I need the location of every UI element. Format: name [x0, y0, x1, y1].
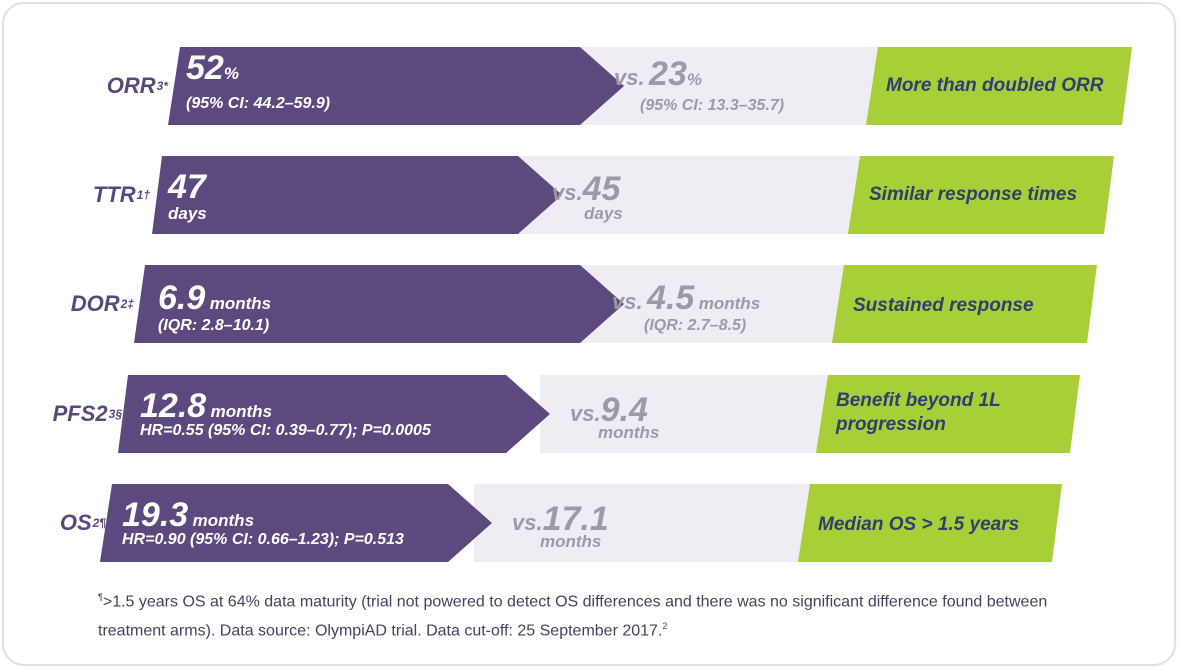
comparator-unit: months — [540, 532, 602, 551]
olaparib-band — [100, 484, 492, 562]
comparator-band — [576, 265, 846, 343]
olaparib-value: 19.3 months — [122, 496, 255, 534]
row-bands — [118, 375, 1080, 453]
comparator-value: vs. 4.5 months — [612, 279, 761, 317]
comparator-value: vs.17.1 — [512, 500, 609, 538]
row-label: DOR 2‡ — [70, 291, 134, 316]
row-pfs2: PFS2 3§ 12.8 months HR=0.55 (95% CI: 0.39… — [0, 375, 1180, 453]
olaparib-band — [152, 156, 562, 234]
olaparib-band — [118, 375, 550, 453]
benefit-band — [798, 484, 1062, 562]
olaparib-band — [134, 265, 624, 343]
olaparib-value: 47 — [168, 168, 206, 206]
olaparib-band — [168, 47, 624, 125]
benefit-text: Median OS > 1.5 years — [818, 514, 1020, 535]
comparator-band — [540, 375, 830, 453]
olaparib-ci: (IQR: 2.8–10.1) — [158, 317, 270, 334]
row-ttr: TTR 1† 47 days vs.45 days Similar respons… — [0, 156, 1180, 234]
comparator-unit: months — [598, 423, 660, 442]
comparator-value: vs.45 — [552, 170, 621, 208]
comparator-value: vs.9.4 — [570, 391, 648, 429]
row-orr: ORR 3* 52% (95% CI: 44.2–59.9) vs. 23% (9… — [0, 47, 1180, 125]
row-label: ORR 3* — [106, 73, 168, 98]
benefit-text: More than doubled ORR — [886, 75, 1104, 96]
row-label: TTR 1† — [92, 182, 150, 207]
benefit-band — [866, 47, 1132, 125]
olaparib-value: 12.8 months — [140, 387, 273, 425]
olaparib-value: 6.9 months — [158, 279, 272, 317]
benefit-text: Similar response times — [869, 184, 1078, 205]
footnote: ¶>1.5 years OS at 64% data maturity (tri… — [98, 592, 1048, 640]
row-bands — [152, 156, 1114, 234]
comparator-band — [574, 47, 878, 125]
row-bands — [134, 265, 1097, 343]
olaparib-ci: HR=0.55 (95% CI: 0.39–0.77); P=0.0005 — [140, 422, 431, 439]
comparator-band — [474, 484, 812, 562]
olaparib-unit: days — [168, 204, 207, 223]
row-bands — [168, 47, 1132, 125]
olaparib-ci: HR=0.90 (95% CI: 0.66–1.23); P=0.513 — [122, 531, 404, 548]
olaparib-ci: (95% CI: 44.2–59.9) — [186, 95, 331, 112]
benefit-band — [816, 375, 1080, 453]
benefit-text: Sustained response — [853, 295, 1034, 316]
comparator-unit: days — [584, 204, 623, 223]
comparator-ci: (95% CI: 13.3–35.7) — [640, 97, 785, 114]
comparator-ci: (IQR: 2.7–8.5) — [644, 317, 747, 334]
row-label: PFS2 3§ — [52, 401, 122, 426]
olaparib-value: 52% — [186, 49, 239, 87]
row-label: OS 2¶ — [59, 510, 106, 535]
row-bands — [100, 484, 1062, 562]
row-os: OS 2¶ 19.3 months HR=0.90 (95% CI: 0.66–1… — [0, 484, 1180, 562]
row-dor: DOR 2‡ 6.9 months (IQR: 2.8–10.1) vs. 4.5… — [0, 265, 1180, 343]
comparator-band — [516, 156, 862, 234]
benefit-band — [832, 265, 1097, 343]
comparator-value: vs. 23% — [614, 55, 702, 93]
benefit-text: Benefit beyond 1L progression — [836, 390, 1001, 435]
benefit-band — [848, 156, 1114, 234]
